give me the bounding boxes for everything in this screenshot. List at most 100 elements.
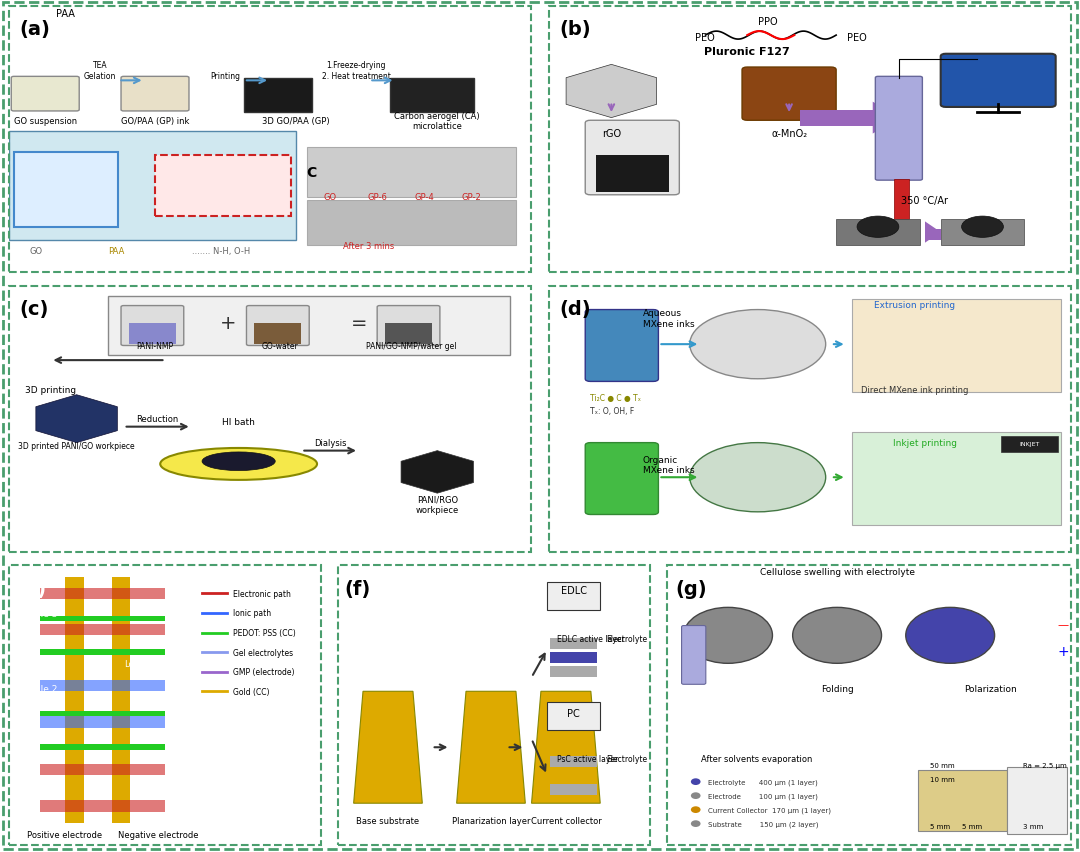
Ellipse shape xyxy=(793,607,881,664)
Text: PAA: PAA xyxy=(108,247,124,256)
FancyBboxPatch shape xyxy=(40,711,164,717)
FancyBboxPatch shape xyxy=(548,583,600,610)
Polygon shape xyxy=(924,222,941,244)
Text: Pluronic F127: Pluronic F127 xyxy=(704,47,791,57)
Text: Carbon aerogel (CA)
microlattice: Carbon aerogel (CA) microlattice xyxy=(394,112,481,131)
Text: GO/PAA (GP) ink: GO/PAA (GP) ink xyxy=(121,117,189,126)
Text: (d): (d) xyxy=(559,300,591,319)
Text: Negative electrode: Negative electrode xyxy=(118,830,199,839)
FancyBboxPatch shape xyxy=(40,801,164,812)
Text: PPO: PPO xyxy=(758,17,778,27)
Polygon shape xyxy=(457,692,525,803)
Text: Reduction: Reduction xyxy=(136,415,179,423)
FancyBboxPatch shape xyxy=(585,443,659,515)
FancyBboxPatch shape xyxy=(11,78,79,112)
FancyBboxPatch shape xyxy=(893,180,909,220)
Text: (a): (a) xyxy=(19,20,50,39)
FancyBboxPatch shape xyxy=(390,78,474,113)
Text: Aqueous
MXene inks: Aqueous MXene inks xyxy=(643,308,694,328)
Text: Organic
MXene inks: Organic MXene inks xyxy=(643,455,694,475)
FancyBboxPatch shape xyxy=(1001,436,1058,452)
FancyBboxPatch shape xyxy=(924,230,941,241)
Text: rGO: rGO xyxy=(602,130,621,139)
Polygon shape xyxy=(531,692,600,803)
Text: INKJET: INKJET xyxy=(1020,442,1040,446)
Text: (g): (g) xyxy=(675,579,707,599)
FancyBboxPatch shape xyxy=(384,324,432,345)
Text: ....... N-H, O-H: ....... N-H, O-H xyxy=(191,247,249,256)
Circle shape xyxy=(961,216,1003,238)
FancyBboxPatch shape xyxy=(307,201,515,246)
Text: GP-2: GP-2 xyxy=(461,193,481,202)
FancyBboxPatch shape xyxy=(108,296,511,355)
Circle shape xyxy=(690,443,826,512)
Text: PANI/GO-NMP/water gel: PANI/GO-NMP/water gel xyxy=(366,342,457,351)
Text: Base substrate: Base substrate xyxy=(356,816,419,825)
FancyBboxPatch shape xyxy=(852,433,1061,526)
Text: 3D printed PANI/GO workpiece: 3D printed PANI/GO workpiece xyxy=(18,441,135,451)
FancyBboxPatch shape xyxy=(551,638,597,649)
FancyBboxPatch shape xyxy=(40,625,164,636)
Text: GP-6: GP-6 xyxy=(367,193,387,202)
Text: Printing: Printing xyxy=(211,72,241,81)
Text: GO: GO xyxy=(29,247,43,256)
Text: GO: GO xyxy=(324,193,337,202)
Circle shape xyxy=(690,310,826,379)
Text: Current collector: Current collector xyxy=(530,816,602,825)
Text: Electrode        100 μm (1 layer): Electrode 100 μm (1 layer) xyxy=(707,792,818,799)
FancyBboxPatch shape xyxy=(551,756,597,767)
FancyBboxPatch shape xyxy=(307,147,515,199)
FancyBboxPatch shape xyxy=(40,616,164,622)
Text: Electrolyte: Electrolyte xyxy=(607,634,648,643)
Circle shape xyxy=(691,820,701,827)
FancyBboxPatch shape xyxy=(918,769,1007,832)
Text: Dialysis: Dialysis xyxy=(314,439,347,448)
Text: 10 mm: 10 mm xyxy=(930,776,955,782)
FancyBboxPatch shape xyxy=(40,764,164,775)
FancyBboxPatch shape xyxy=(836,220,920,246)
Text: PEO: PEO xyxy=(847,33,866,43)
FancyBboxPatch shape xyxy=(9,132,296,241)
Text: EDLC active layer: EDLC active layer xyxy=(556,634,624,643)
Text: GO-water: GO-water xyxy=(262,342,299,351)
Ellipse shape xyxy=(684,607,772,664)
Text: C: C xyxy=(307,166,316,180)
Text: 5 mm: 5 mm xyxy=(930,823,950,829)
Text: 50 mm: 50 mm xyxy=(930,762,955,768)
Text: =: = xyxy=(351,314,367,333)
Text: Ionic path: Ionic path xyxy=(233,608,271,618)
Text: Inkjet printing: Inkjet printing xyxy=(893,439,957,448)
Text: Substrate        150 μm (2 layer): Substrate 150 μm (2 layer) xyxy=(707,820,819,827)
Text: 1.Freeze-drying
2. Heat treatment: 1.Freeze-drying 2. Heat treatment xyxy=(322,61,391,81)
Text: Gel electrolytes: Gel electrolytes xyxy=(233,648,294,657)
Text: 3D printing: 3D printing xyxy=(25,386,76,394)
Text: Cycle 2: Cycle 2 xyxy=(24,777,57,786)
FancyBboxPatch shape xyxy=(1007,767,1067,834)
Text: +: + xyxy=(1057,644,1069,658)
FancyBboxPatch shape xyxy=(799,111,873,126)
Text: TEA
Gelation: TEA Gelation xyxy=(84,61,117,81)
FancyBboxPatch shape xyxy=(121,78,189,112)
FancyBboxPatch shape xyxy=(551,769,597,781)
Text: GO suspension: GO suspension xyxy=(14,117,77,126)
Text: Cycle 2: Cycle 2 xyxy=(24,684,57,694)
Circle shape xyxy=(691,779,701,785)
Text: (f): (f) xyxy=(345,579,370,599)
FancyBboxPatch shape xyxy=(244,78,312,113)
Ellipse shape xyxy=(160,448,318,481)
Text: +: + xyxy=(220,314,237,333)
Circle shape xyxy=(858,216,899,238)
Text: PAA: PAA xyxy=(56,9,75,20)
FancyBboxPatch shape xyxy=(14,153,119,227)
FancyBboxPatch shape xyxy=(596,156,669,193)
FancyBboxPatch shape xyxy=(40,717,164,728)
Polygon shape xyxy=(353,692,422,803)
FancyBboxPatch shape xyxy=(40,588,164,599)
Text: Electronic path: Electronic path xyxy=(233,590,292,598)
FancyBboxPatch shape xyxy=(121,306,184,346)
Ellipse shape xyxy=(202,452,275,471)
Text: PEO: PEO xyxy=(696,33,715,43)
FancyBboxPatch shape xyxy=(551,666,597,677)
Text: Direct MXene ink printing: Direct MXene ink printing xyxy=(861,386,969,394)
Text: Current Collector  170 μm (1 layer): Current Collector 170 μm (1 layer) xyxy=(707,807,831,813)
